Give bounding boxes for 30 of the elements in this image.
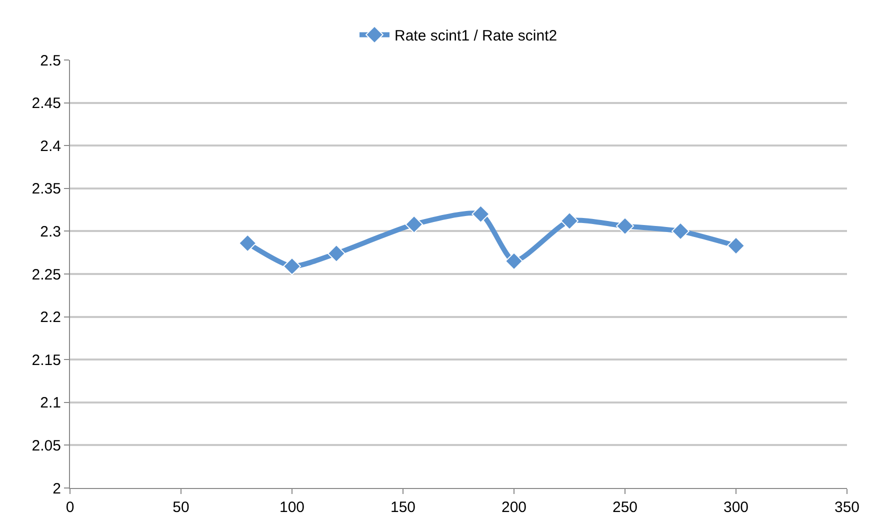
x-tick-label: 250	[612, 499, 638, 516]
point	[327, 244, 346, 262]
y-tick-label: 2.05	[32, 437, 61, 454]
y-tick-label: 2	[52, 480, 61, 498]
y-tick-label: 2.15	[32, 352, 61, 369]
point	[616, 217, 634, 236]
legend-label: Rate scint1 / Rate scint2	[394, 28, 558, 45]
point	[672, 222, 690, 240]
y-tick-label: 2.25	[32, 266, 61, 284]
point	[283, 257, 301, 276]
x-tick-label: 0	[66, 499, 74, 516]
point	[727, 236, 745, 255]
y-tick-label: 2.2	[40, 309, 61, 326]
x-tick-label: 50	[172, 499, 190, 516]
point	[472, 205, 490, 224]
x-tick-label: 200	[501, 499, 527, 516]
y-tick-label: 2.45	[32, 95, 61, 112]
x-tick-label: 150	[390, 499, 416, 516]
y-tick-label: 2.1	[40, 394, 61, 412]
x-tick-label: 300	[723, 499, 749, 516]
point	[405, 215, 424, 234]
y-tick-label: 2.4	[40, 138, 61, 155]
point	[560, 212, 578, 230]
y-tick-label: 2.3	[40, 223, 61, 240]
x-tick-label: 350	[834, 499, 860, 516]
y-tick-label: 2.35	[32, 180, 61, 198]
point	[505, 252, 523, 270]
x-tick-label: 100	[279, 499, 305, 516]
y-tick-label: 2.5	[40, 52, 61, 70]
point	[238, 234, 257, 252]
